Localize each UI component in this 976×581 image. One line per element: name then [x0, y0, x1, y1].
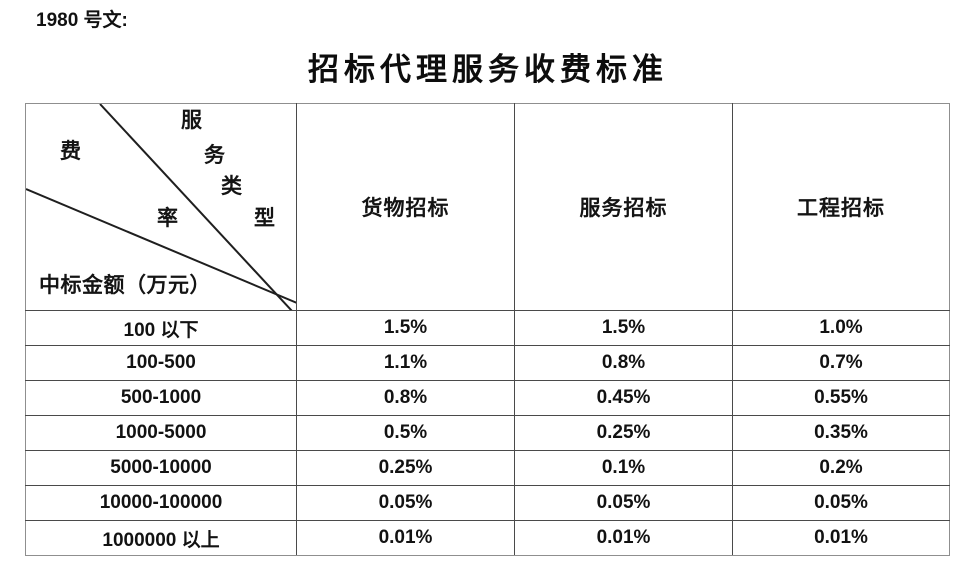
rate-cell: 1.5%: [296, 310, 515, 346]
table-row: 1000-5000 0.5% 0.25% 0.35%: [25, 415, 950, 451]
table-header-row: 服 务 类 型 费 率 中标金额（万元） 货物招标 服务招标 工程招标: [25, 103, 950, 311]
page-title: 招标代理服务收费标准: [308, 52, 668, 87]
rate-cell: 0.8%: [514, 345, 733, 381]
rate-cell: 1.1%: [296, 345, 515, 381]
diagonal-divider-lines: [26, 104, 296, 310]
corner-label-service-type-char: 务: [204, 143, 225, 167]
corner-label-bid-amount: 中标金额（万元）: [39, 273, 211, 297]
table-row: 10000-100000 0.05% 0.05% 0.05%: [25, 485, 950, 521]
row-amount-range: 1000000 以上: [25, 520, 297, 556]
rate-cell: 0.05%: [514, 485, 733, 521]
fee-table: 服 务 类 型 费 率 中标金额（万元） 货物招标 服务招标 工程招标 100 …: [25, 103, 950, 556]
rate-cell: 0.01%: [296, 520, 515, 556]
rate-cell: 0.01%: [732, 520, 950, 556]
corner-header-cell: 服 务 类 型 费 率 中标金额（万元）: [25, 103, 297, 311]
row-amount-range: 500-1000: [25, 380, 297, 416]
corner-label-service-type-char: 型: [254, 206, 275, 230]
rate-cell: 0.35%: [732, 415, 950, 451]
rate-cell: 0.25%: [296, 450, 515, 486]
corner-label-fee-rate-char: 费: [60, 139, 81, 163]
rate-cell: 0.25%: [514, 415, 733, 451]
table-row: 5000-10000 0.25% 0.1% 0.2%: [25, 450, 950, 486]
rate-cell: 0.05%: [296, 485, 515, 521]
table-row: 100-500 1.1% 0.8% 0.7%: [25, 345, 950, 381]
column-header-engineering-bidding: 工程招标: [732, 103, 950, 311]
rate-cell: 0.55%: [732, 380, 950, 416]
rate-cell: 0.2%: [732, 450, 950, 486]
rate-cell: 0.01%: [514, 520, 733, 556]
rate-cell: 1.5%: [514, 310, 733, 346]
table-row: 100 以下 1.5% 1.5% 1.0%: [25, 310, 950, 346]
rate-cell: 0.7%: [732, 345, 950, 381]
row-amount-range: 100-500: [25, 345, 297, 381]
doc-reference: 1980 号文:: [36, 10, 128, 31]
row-amount-range: 10000-100000: [25, 485, 297, 521]
rate-cell: 1.0%: [732, 310, 950, 346]
rate-cell: 0.8%: [296, 380, 515, 416]
column-header-goods-bidding: 货物招标: [296, 103, 515, 311]
rate-cell: 0.1%: [514, 450, 733, 486]
row-amount-range: 5000-10000: [25, 450, 297, 486]
column-header-service-bidding: 服务招标: [514, 103, 733, 311]
corner-label-service-type-char: 服: [181, 108, 202, 132]
rate-cell: 0.5%: [296, 415, 515, 451]
table-row: 1000000 以上 0.01% 0.01% 0.01%: [25, 520, 950, 556]
rate-cell: 0.45%: [514, 380, 733, 416]
row-amount-range: 1000-5000: [25, 415, 297, 451]
row-amount-range: 100 以下: [25, 310, 297, 346]
corner-label-service-type-char: 类: [221, 174, 242, 198]
rate-cell: 0.05%: [732, 485, 950, 521]
corner-label-fee-rate-char: 率: [157, 206, 178, 230]
table-row: 500-1000 0.8% 0.45% 0.55%: [25, 380, 950, 416]
